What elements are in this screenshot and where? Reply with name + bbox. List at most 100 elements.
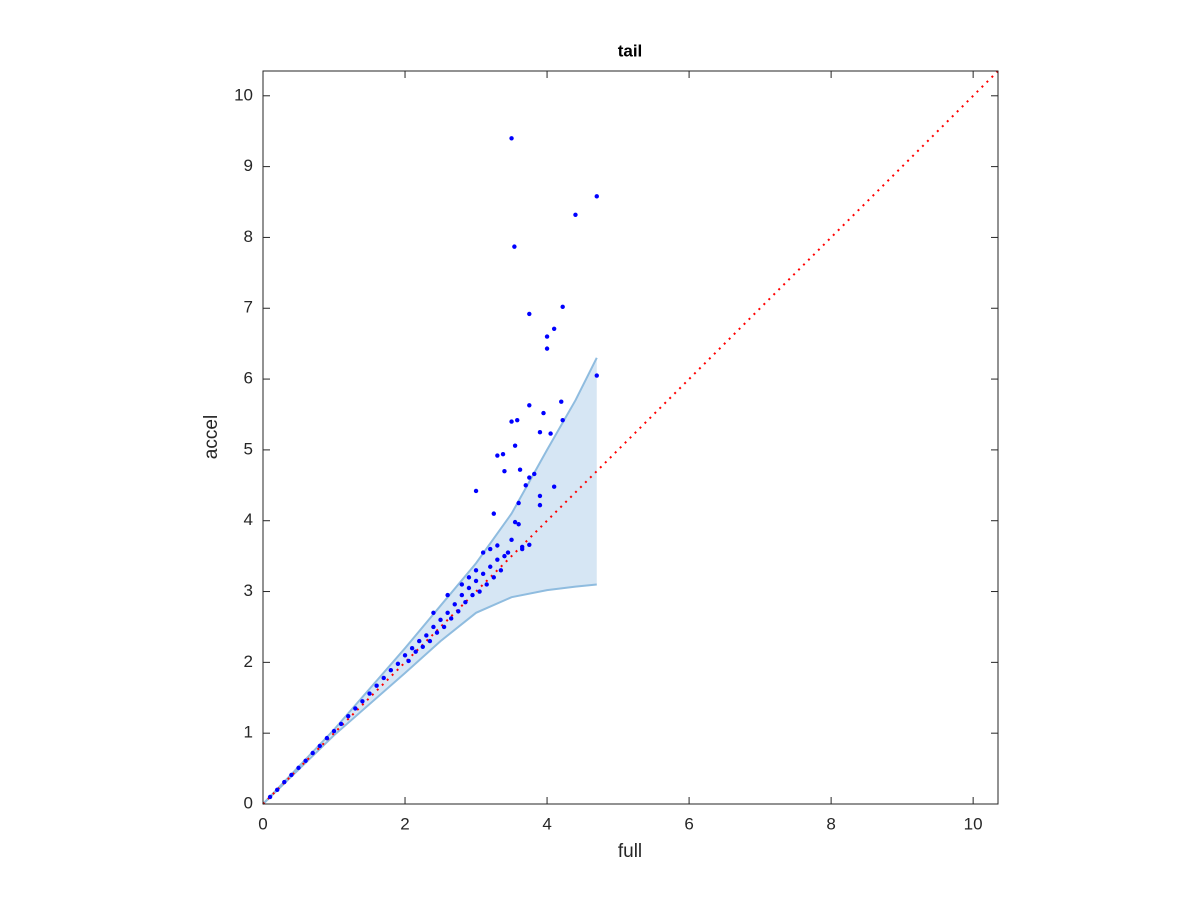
band-area [263,357,597,804]
point [346,713,351,719]
point [544,346,550,351]
point [480,571,486,577]
point [527,403,532,408]
point [509,136,514,141]
point [431,610,436,615]
point [409,645,415,651]
point [441,624,447,630]
point [424,633,429,638]
point [500,451,506,457]
point [532,471,537,477]
point [527,475,532,480]
point [560,417,565,423]
axes-box [262,70,999,805]
y-axis-label: accel [201,415,222,459]
point [537,429,543,435]
point [381,675,386,681]
point [594,373,599,378]
point [573,212,578,217]
point [445,610,450,615]
point [473,488,479,494]
point [488,546,493,552]
point [560,304,565,310]
point [551,326,557,331]
point [505,550,511,555]
point [459,582,465,587]
point [484,582,489,587]
point [537,502,543,508]
point [413,649,418,654]
point [491,575,496,580]
point [495,543,500,548]
point [417,638,422,644]
point [289,772,294,778]
point [367,691,372,696]
point [488,564,493,569]
point [459,592,465,598]
point [502,468,507,474]
y-tick-label: 0 [244,793,253,812]
point [473,568,479,573]
point [548,431,553,436]
x-tick-label: 8 [826,814,835,833]
y-tick-label: 4 [244,510,253,529]
y-tick-label: 10 [234,85,253,104]
point [317,743,323,749]
point [448,616,454,621]
point [512,443,518,448]
point [275,787,280,793]
point [296,765,301,771]
point [520,546,525,552]
point [498,568,504,573]
point [331,728,337,734]
point [374,683,379,688]
point [516,522,521,527]
point [502,553,507,559]
point [466,575,472,580]
point [523,483,528,488]
x-tick-label: 10 [964,814,983,833]
point [517,467,523,472]
point [463,599,468,605]
x-axis-label: full [618,841,642,862]
point [434,630,440,635]
y-tick-label: 8 [244,227,253,246]
point [516,500,521,506]
point [495,557,500,562]
point [360,699,365,704]
point [353,706,358,711]
point [473,578,479,584]
point [338,721,344,727]
point [594,194,599,199]
point [452,602,457,607]
y-tick-label: 7 [244,298,253,317]
reference-line [262,70,999,805]
y-tick-label: 2 [244,652,253,671]
point [470,592,475,598]
point [537,493,543,499]
point [527,542,532,547]
point [495,453,500,458]
point [282,779,287,785]
y-tick-label: 3 [244,581,253,600]
point [445,592,450,598]
point [388,667,394,673]
point [324,735,330,741]
point [310,750,315,756]
y-tick-label: 5 [244,439,253,458]
point [431,624,436,630]
point [406,658,411,664]
x-tick-label: 0 [258,814,267,833]
point [438,617,443,623]
point [527,311,532,317]
point [402,653,408,658]
y-tick-label: 1 [244,723,253,742]
point [303,758,308,763]
point [509,537,514,543]
point [512,519,518,525]
chart-title: tail [618,41,643,60]
band-edge [262,583,597,805]
point [512,244,517,249]
